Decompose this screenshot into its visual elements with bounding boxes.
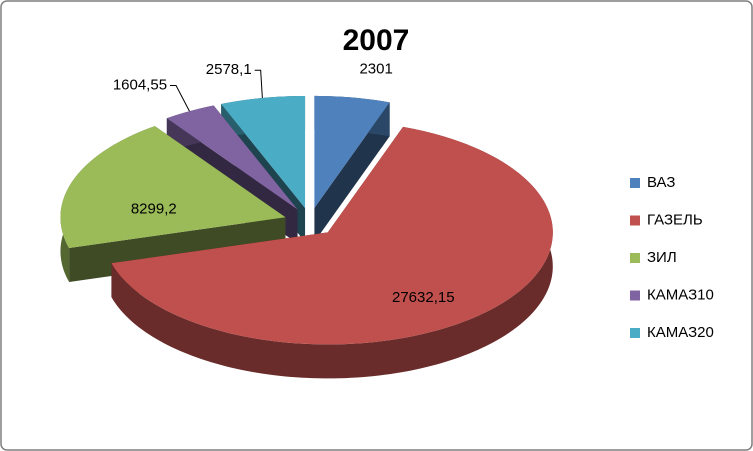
data-label: 1604,55 (113, 76, 167, 93)
chart-title: 2007 (343, 24, 410, 57)
data-label: 2578,1 (206, 61, 252, 78)
slice (166, 105, 298, 210)
slice (314, 95, 390, 208)
legend-swatch (630, 328, 640, 338)
data-label: 2301 (359, 61, 392, 78)
legend-swatch (630, 215, 640, 226)
legend-label: КАМАЗ20 (647, 324, 714, 341)
slice (111, 126, 553, 345)
data-label: 8299,2 (131, 200, 177, 217)
slice (60, 126, 286, 249)
leader-line (170, 85, 190, 112)
slice-wall (314, 102, 390, 242)
legend-swatch (630, 290, 640, 301)
data-label: 27632,15 (392, 289, 455, 306)
legend-label: ЗИЛ (647, 249, 677, 266)
legend-swatch (630, 178, 640, 188)
leader-line (254, 69, 263, 99)
legend-swatch (630, 253, 640, 263)
legend-label: ВАЗ (647, 174, 675, 191)
legend-label: ГАЗЕЛЬ (647, 211, 703, 228)
slice (221, 95, 306, 208)
legend-label: КАМАЗ10 (647, 286, 714, 303)
